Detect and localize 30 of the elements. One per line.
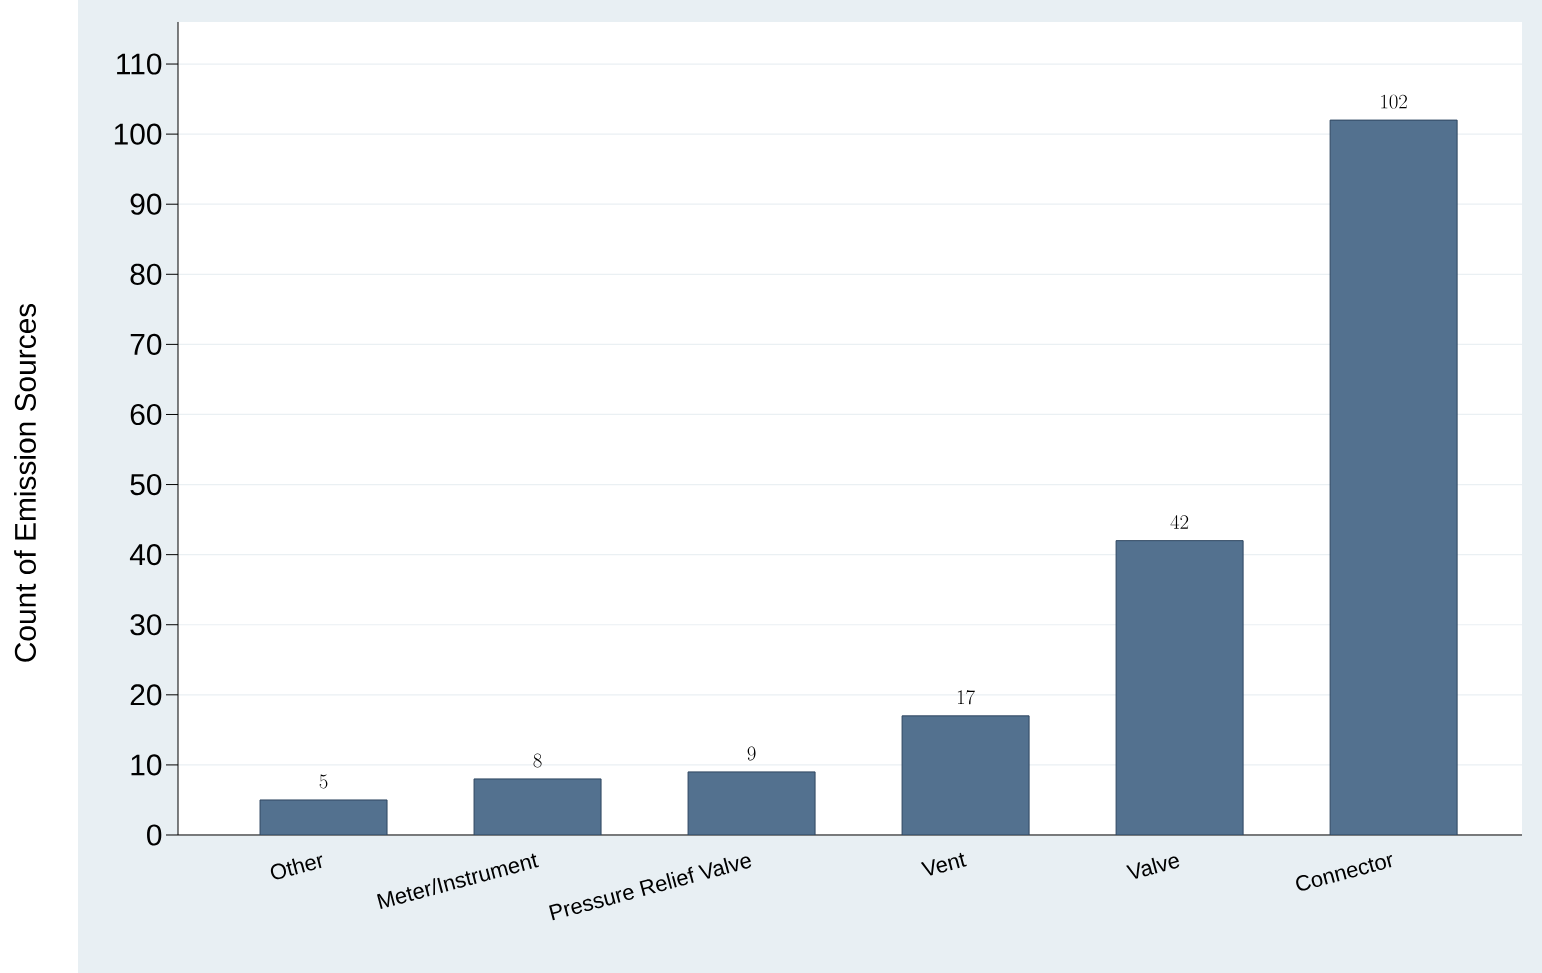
x-tick-label: Connector (1296, 854, 1393, 891)
y-tick-label: 70 (130, 333, 162, 355)
y-tick-label: 20 (130, 684, 162, 706)
y-tick-label: 100 (114, 123, 162, 145)
y-tick-label: 10 (131, 754, 162, 776)
data-label: 17 (957, 690, 975, 705)
data-label: 102 (1381, 94, 1407, 109)
y-tick-label: 40 (129, 544, 162, 566)
x-tick-label: Vent (920, 852, 967, 876)
x-tick-label: Other (270, 855, 323, 880)
data-label: 8 (533, 753, 542, 768)
data-label: 9 (747, 746, 756, 761)
data-label: 5 (319, 774, 328, 789)
y-axis-title: Count of Emission Sources (14, 303, 36, 662)
bar (1329, 119, 1458, 835)
y-tick-label: 50 (130, 473, 162, 496)
y-tick-label: 60 (130, 403, 162, 426)
bar (901, 715, 1030, 835)
bar (1115, 540, 1244, 835)
bar (687, 771, 816, 835)
y-tick-label: 90 (130, 193, 162, 215)
x-tick-label: Valve (1126, 856, 1180, 879)
x-tick-label: Pressure Relief Valve (549, 856, 752, 921)
bar (259, 799, 388, 835)
y-tick-label: 80 (130, 263, 162, 285)
y-tick-label: 110 (117, 53, 162, 75)
bar (473, 778, 602, 835)
data-label: 42 (1170, 515, 1189, 529)
y-tick-label: 0 (147, 824, 162, 846)
y-tick-label: 30 (130, 614, 162, 636)
